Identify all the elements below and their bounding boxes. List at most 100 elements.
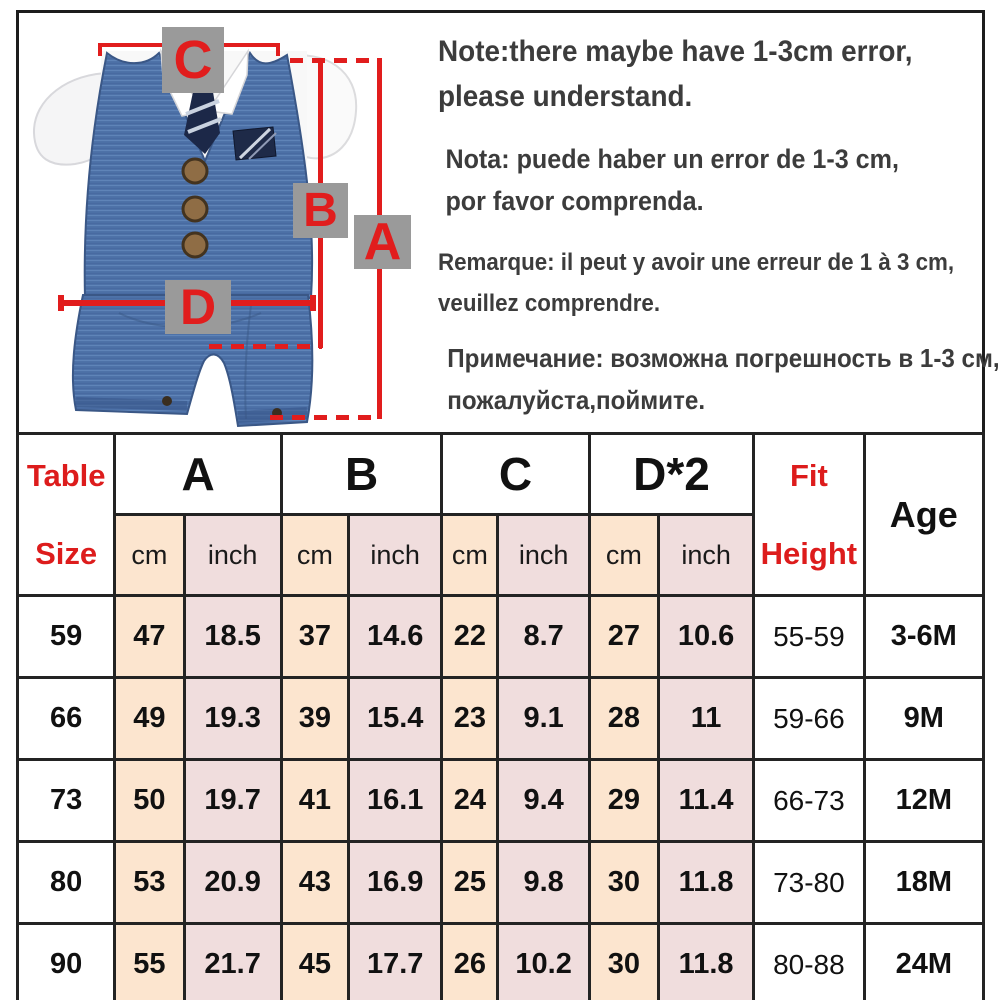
cell-fit-height: 73-80 (752, 840, 866, 925)
note-spanish: Nota: puede haber un error de 1-3 cm, po… (438, 139, 966, 223)
cell-b-cm: 41 (279, 758, 351, 843)
cell-a-inch: 20.9 (182, 840, 283, 925)
outer-border-frame: C B A D Note:there maybe have 1-3cm erro… (15, 10, 1000, 1000)
cell-c-cm: 23 (440, 676, 500, 761)
unit-a-inch: inch (182, 513, 283, 597)
cell-d-inch: 11.8 (656, 922, 756, 1000)
cell-b-cm: 39 (279, 676, 351, 761)
cell-d-cm: 29 (587, 758, 660, 843)
note-english-line2: please understand. (438, 80, 693, 113)
cell-d-inch: 11 (656, 676, 756, 761)
header-table: Table (26, 457, 106, 493)
header-fit-height: Fit Height (752, 432, 866, 597)
vest-buttons (181, 157, 209, 259)
cell-a-cm: 47 (113, 594, 186, 679)
measurement-label-a: A (354, 215, 411, 269)
cell-age: 24M (862, 922, 986, 1000)
table-row-80: 80 53 20.9 43 16.9 25 9.8 30 11.8 73-80 … (15, 840, 986, 925)
measurement-label-d: D (165, 280, 231, 334)
cell-b-inch: 16.9 (347, 840, 444, 925)
cell-fit-height: 59-66 (752, 676, 866, 761)
product-photo: C B A D (19, 13, 419, 432)
cell-fit-height: 66-73 (752, 758, 866, 843)
size-chart-table: Table Size A B C D*2 Fit Height Age cm (15, 432, 986, 1000)
tie-body (184, 92, 220, 154)
cell-fit-height: 55-59 (752, 594, 866, 679)
cell-c-cm: 26 (440, 922, 500, 1000)
table-row-90: 90 55 21.7 45 17.7 26 10.2 30 11.8 80-88… (15, 922, 986, 1000)
cell-age: 9M (862, 676, 986, 761)
unit-b-inch: inch (347, 513, 444, 597)
cell-size: 90 (15, 922, 117, 1000)
cell-d-cm: 27 (587, 594, 660, 679)
header-size: Size (35, 535, 98, 571)
note-russian-line1: Примечание: возможна погрешность в 1-3 с… (447, 343, 1000, 373)
cell-a-cm: 50 (113, 758, 186, 843)
measurement-dash-a (270, 415, 380, 420)
unit-c-inch: inch (496, 513, 591, 597)
cell-c-cm: 22 (440, 594, 500, 679)
cell-age: 18M (862, 840, 986, 925)
cell-b-inch: 15.4 (347, 676, 444, 761)
unit-d-inch: inch (656, 513, 756, 597)
note-french: Remarque: il peut y avoir une erreur de … (438, 243, 959, 325)
unit-d-cm: cm (587, 513, 660, 597)
column-header-d2: D*2 (587, 432, 756, 516)
note-french-line2: veuillez comprendre. (438, 289, 661, 317)
note-french-line1: Remarque: il peut y avoir une erreur de … (438, 249, 955, 276)
measurement-dash-b (209, 344, 322, 349)
cell-d-inch: 11.8 (656, 840, 756, 925)
unit-b-cm: cm (279, 513, 351, 597)
column-header-b: B (279, 432, 444, 516)
cell-d-cm: 30 (587, 922, 660, 1000)
cell-c-inch: 9.8 (496, 840, 591, 925)
table-row-59: 59 47 18.5 37 14.6 22 8.7 27 10.6 55-59 … (15, 594, 986, 679)
cell-c-inch: 9.1 (496, 676, 591, 761)
cell-a-inch: 19.7 (182, 758, 283, 843)
cell-size: 80 (15, 840, 117, 925)
cell-c-cm: 25 (440, 840, 500, 925)
shorts (71, 294, 314, 428)
column-header-age: Age (862, 432, 986, 597)
note-russian: Примечание: возможна погрешность в 1-3 с… (438, 338, 1000, 421)
cell-a-cm: 55 (113, 922, 186, 1000)
cell-b-inch: 14.6 (347, 594, 444, 679)
unit-c-cm: cm (440, 513, 500, 597)
header-fit: Fit (789, 457, 828, 493)
cell-b-inch: 16.1 (347, 758, 444, 843)
cell-fit-height: 80-88 (752, 922, 866, 1000)
cell-b-cm: 37 (279, 594, 351, 679)
cell-b-cm: 43 (279, 840, 351, 925)
header-height: Height (760, 535, 858, 571)
note-english: Note:there maybe have 1-3cm error, pleas… (438, 29, 959, 119)
top-section: C B A D Note:there maybe have 1-3cm erro… (19, 13, 1000, 432)
note-english-line1: Note:there maybe have 1-3cm error, (438, 35, 913, 68)
cell-a-inch: 19.3 (182, 676, 283, 761)
table-row-66: 66 49 19.3 39 15.4 23 9.1 28 11 59-66 9M (15, 676, 986, 761)
cell-a-cm: 53 (113, 840, 186, 925)
note-russian-line2: пожалуйста,поймите. (447, 384, 706, 415)
note-spanish-line1: Nota: puede haber un error de 1-3 cm, (445, 144, 899, 174)
cell-size: 73 (15, 758, 117, 843)
cell-c-cm: 24 (440, 758, 500, 843)
cell-c-inch: 10.2 (496, 922, 591, 1000)
table-row-73: 73 50 19.7 41 16.1 24 9.4 29 11.4 66-73 … (15, 758, 986, 843)
cell-a-inch: 18.5 (182, 594, 283, 679)
note-spanish-line2: por favor comprenda. (445, 185, 704, 216)
cell-a-inch: 21.7 (182, 922, 283, 1000)
cell-size: 66 (15, 676, 117, 761)
cell-a-cm: 49 (113, 676, 186, 761)
column-header-c: C (440, 432, 591, 516)
cell-d-cm: 30 (587, 840, 660, 925)
cell-age: 12M (862, 758, 986, 843)
measurement-label-c: C (162, 27, 224, 93)
cell-d-cm: 28 (587, 676, 660, 761)
cell-b-inch: 17.7 (347, 922, 444, 1000)
cell-size: 59 (15, 594, 117, 679)
column-header-a: A (113, 432, 283, 516)
cell-c-inch: 9.4 (496, 758, 591, 843)
measurement-dash-top (290, 58, 382, 63)
cell-b-cm: 45 (279, 922, 351, 1000)
measurement-label-b: B (293, 183, 348, 238)
